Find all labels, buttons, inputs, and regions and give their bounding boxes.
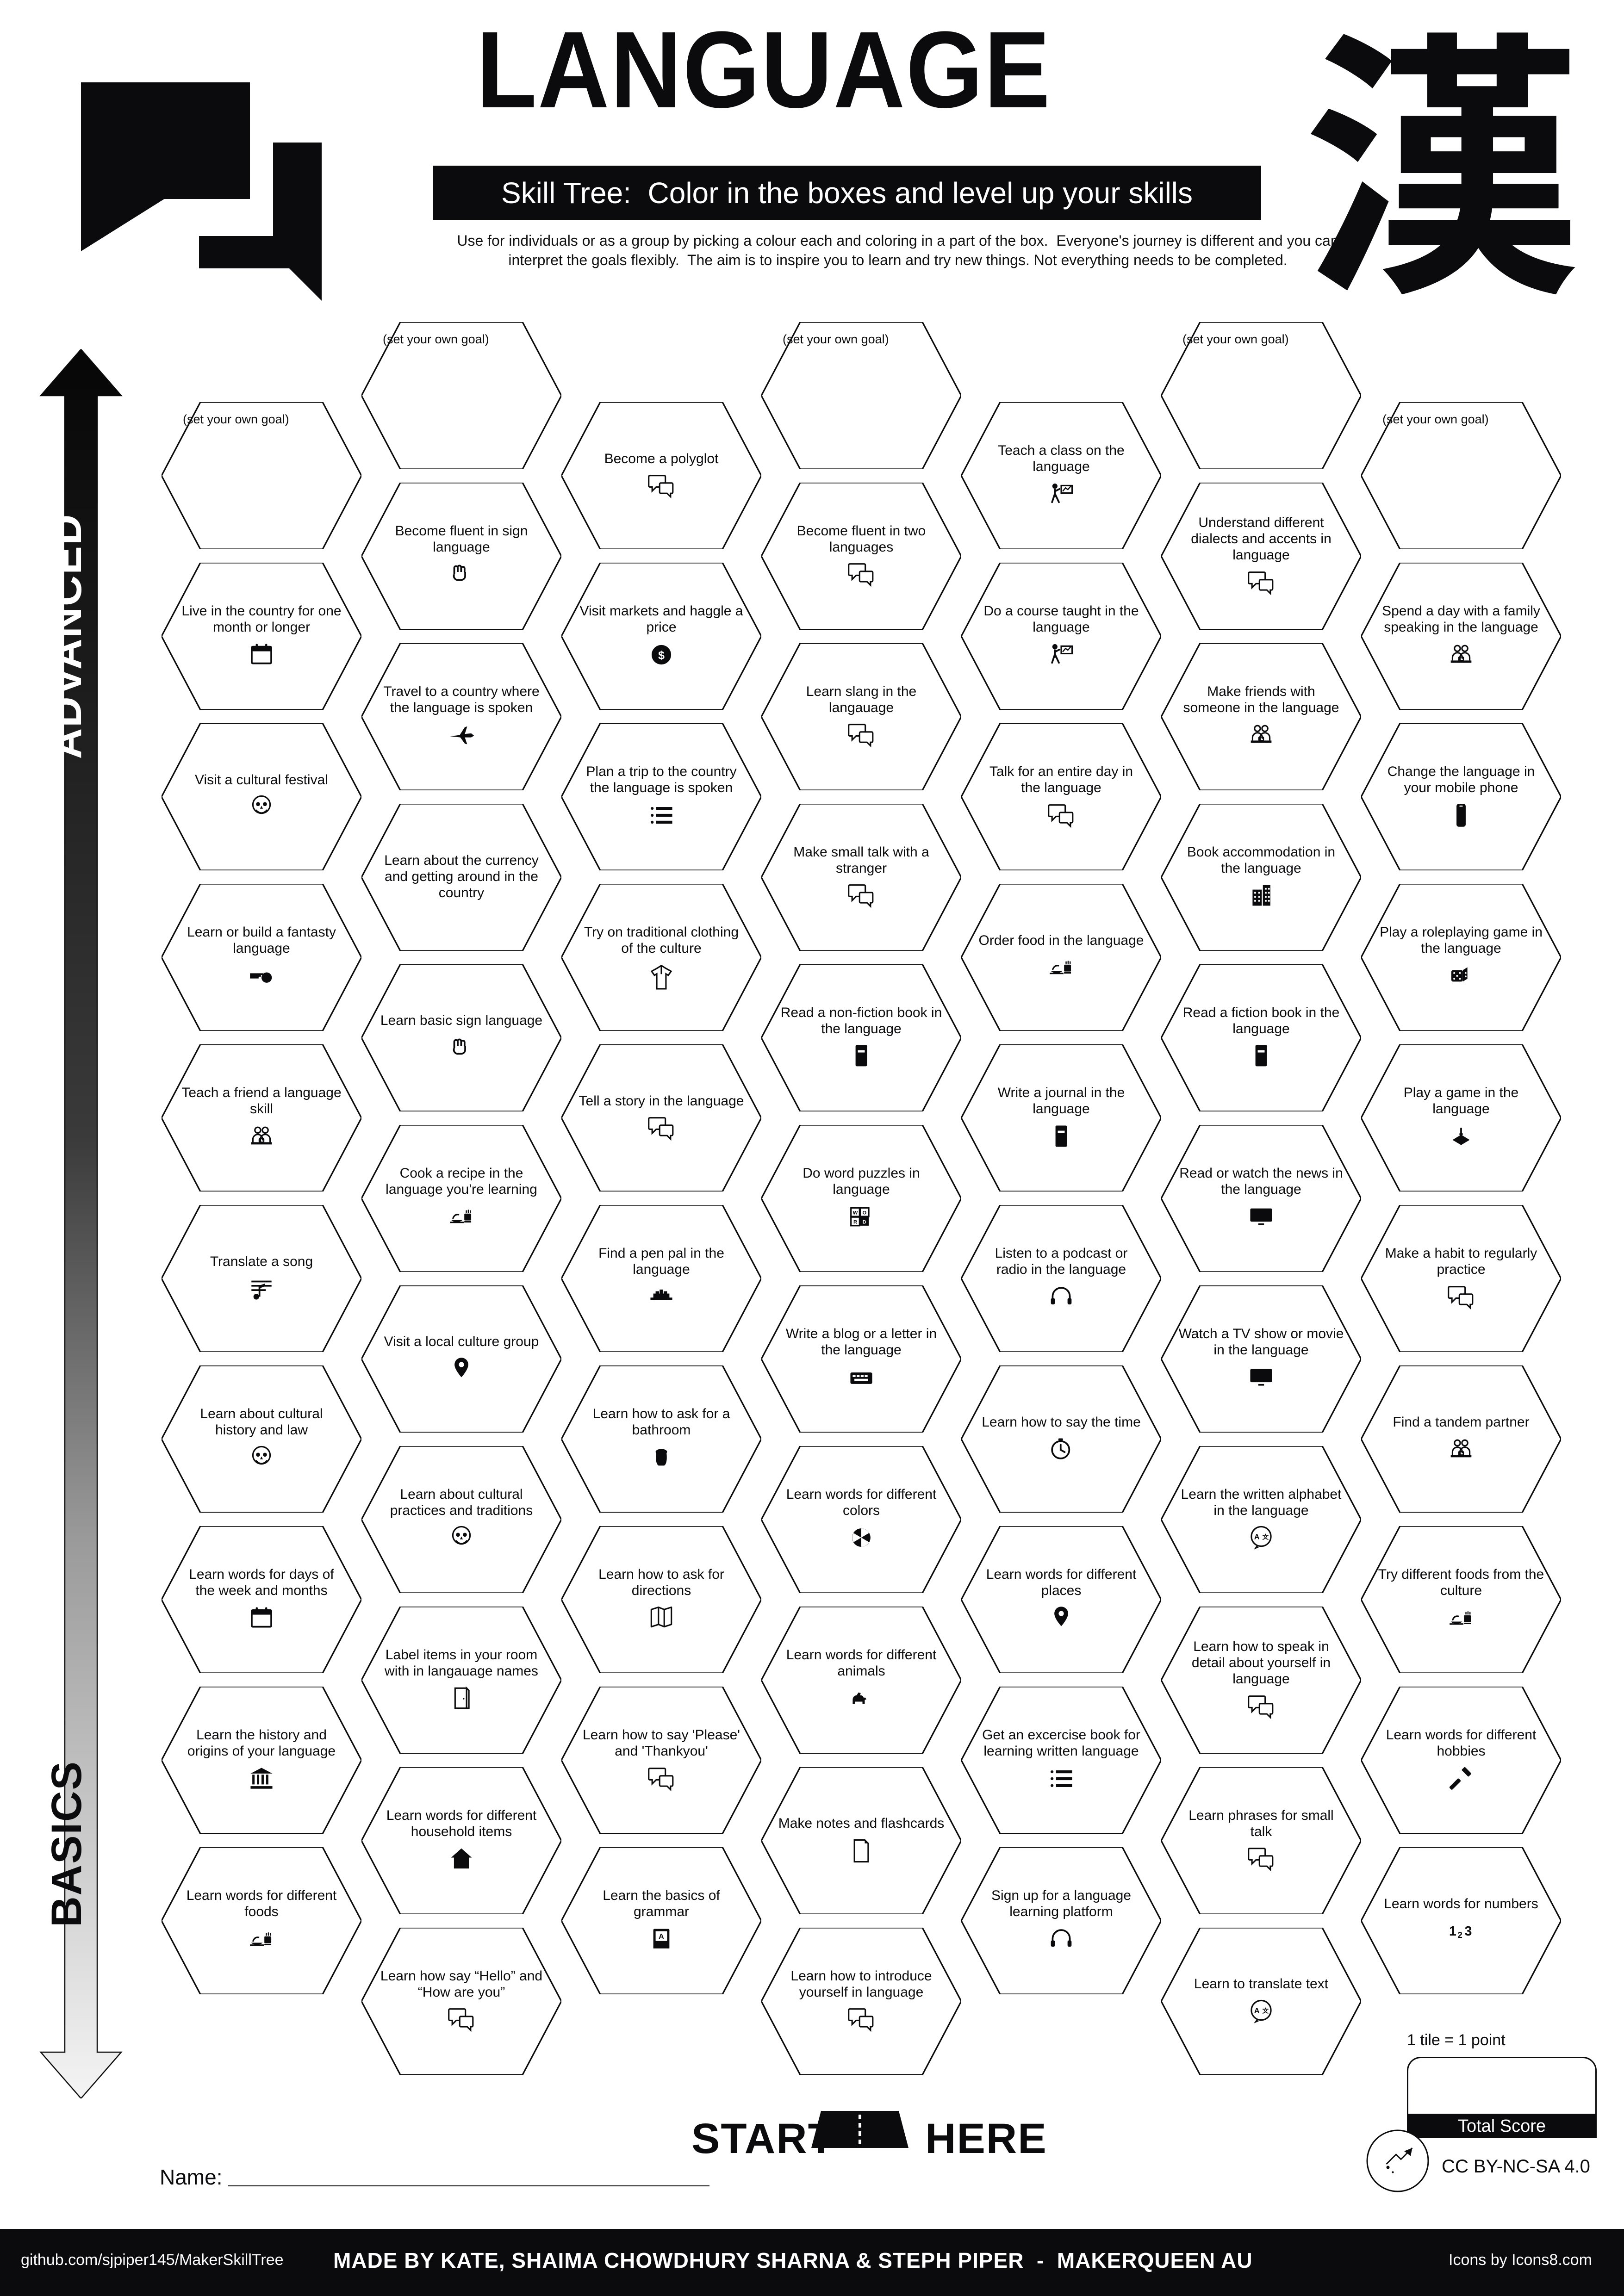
- svg-text:A: A: [1254, 1533, 1260, 1541]
- svg-text:2: 2: [1458, 1930, 1462, 1940]
- svg-text:A: A: [1254, 2007, 1260, 2015]
- svg-text:A: A: [659, 1932, 664, 1941]
- svg-text:文: 文: [1262, 2007, 1269, 2015]
- svg-text:文: 文: [1262, 1533, 1269, 1541]
- svg-text:W: W: [853, 1210, 858, 1216]
- svg-text:1: 1: [1449, 1924, 1456, 1939]
- svg-text:R: R: [853, 1220, 857, 1225]
- svg-text:O: O: [862, 1210, 866, 1216]
- svg-text:D: D: [863, 1220, 866, 1225]
- svg-text:3: 3: [1464, 1924, 1472, 1939]
- svg-text:$: $: [658, 649, 665, 662]
